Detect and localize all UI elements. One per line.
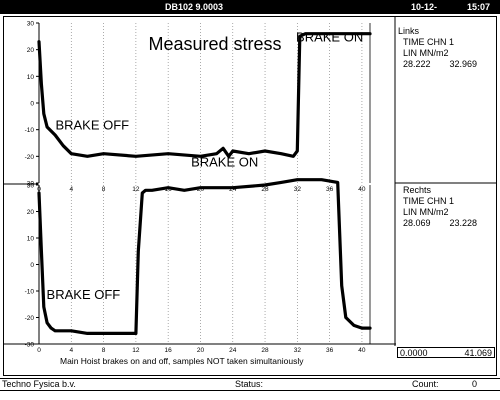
file-label: DB102 9.0003 <box>165 2 224 12</box>
x-tick-label: 12 <box>132 186 140 193</box>
y-tick-label: 30 <box>27 21 35 28</box>
y-tick-label: 10 <box>27 74 35 81</box>
x-tick-label: 40 <box>358 347 366 354</box>
x-tick-label: 12 <box>132 347 140 354</box>
x-tick-label: 20 <box>197 186 205 193</box>
x-tick-label: 4 <box>69 186 73 193</box>
links-val1: 28.222 <box>403 59 431 69</box>
rechts-val1: 28.069 <box>403 218 431 228</box>
rechts-val2: 23.228 <box>449 218 478 228</box>
y-tick-label: 0 <box>30 101 34 108</box>
status-bar: Techno Fysica b.v. Status: Count: 0 <box>0 378 500 391</box>
plot-frame <box>3 16 497 376</box>
annotation-label: BRAKE OFF <box>55 118 129 133</box>
count-value: 0 <box>472 379 478 389</box>
y-tick-label: -20 <box>25 315 35 322</box>
title-bar: DB102 9.0003 10-12- 15:07 <box>0 0 500 14</box>
cursor-panel-rechts: Rechts TIME CHN 1 LIN MN/m2 28.069 23.22… <box>398 185 496 229</box>
range-start: 0.0000 <box>400 348 428 358</box>
y-tick-label: 0 <box>30 262 34 269</box>
x-tick-label: 28 <box>261 347 269 354</box>
cursor-panel-links: Links TIME CHN 1 LIN MN/m2 28.222 32.969 <box>398 26 496 70</box>
x-tick-label: 24 <box>229 347 237 354</box>
annotation-label: BRAKE OFF <box>47 287 121 302</box>
x-tick-label: 32 <box>294 186 302 193</box>
links-heading: Links <box>398 26 420 36</box>
x-tick-label: 24 <box>229 186 237 193</box>
date-label: 10-12- <box>411 2 438 12</box>
chart-title: Measured stress <box>148 34 281 54</box>
y-tick-label: 10 <box>27 236 35 243</box>
x-tick-label: 36 <box>326 186 334 193</box>
rechts-line1: TIME CHN 1 <box>403 196 455 206</box>
y-tick-label: 30 <box>27 183 35 190</box>
x-tick-label: 4 <box>69 347 73 354</box>
x-tick-label: 28 <box>261 186 269 193</box>
stress-series-line <box>37 178 372 335</box>
time-range-field[interactable]: 0.0000 41.069 <box>397 347 495 358</box>
y-tick-label: -20 <box>25 154 35 161</box>
x-tick-label: 0 <box>37 347 41 354</box>
y-tick-label: 20 <box>27 47 35 54</box>
links-val2: 32.969 <box>449 59 478 69</box>
stress-series-line <box>37 32 372 158</box>
status-label: Status: <box>235 379 264 389</box>
links-line1: TIME CHN 1 <box>403 37 455 47</box>
y-tick-label: -10 <box>25 127 35 134</box>
chart-caption: Main Hoist brakes on and off, samples NO… <box>60 356 304 366</box>
annotation-label: BRAKE ON <box>191 154 258 169</box>
x-tick-label: 32 <box>294 347 302 354</box>
annotation-label: BRAKE ON <box>296 30 363 45</box>
count-label: Count: <box>412 379 439 389</box>
x-tick-label: 8 <box>102 347 106 354</box>
range-end: 41.069 <box>464 348 492 358</box>
company-name: Techno Fysica b.v. <box>2 379 76 389</box>
x-tick-label: 16 <box>165 186 173 193</box>
y-tick-label: -30 <box>25 181 35 188</box>
x-tick-label: 36 <box>326 347 334 354</box>
x-tick-label: 40 <box>358 186 366 193</box>
links-line2: LIN MN/m2 <box>403 48 449 58</box>
rechts-line2: LIN MN/m2 <box>403 207 449 217</box>
x-tick-label: 16 <box>165 347 173 354</box>
y-tick-label: -10 <box>25 289 35 296</box>
time-label: 15:07 <box>467 2 491 12</box>
x-tick-label: 8 <box>102 186 106 193</box>
rechts-heading: Rechts <box>403 185 432 195</box>
y-tick-label: -30 <box>25 342 35 349</box>
y-tick-label: 20 <box>27 209 35 216</box>
x-tick-label: 20 <box>197 347 205 354</box>
